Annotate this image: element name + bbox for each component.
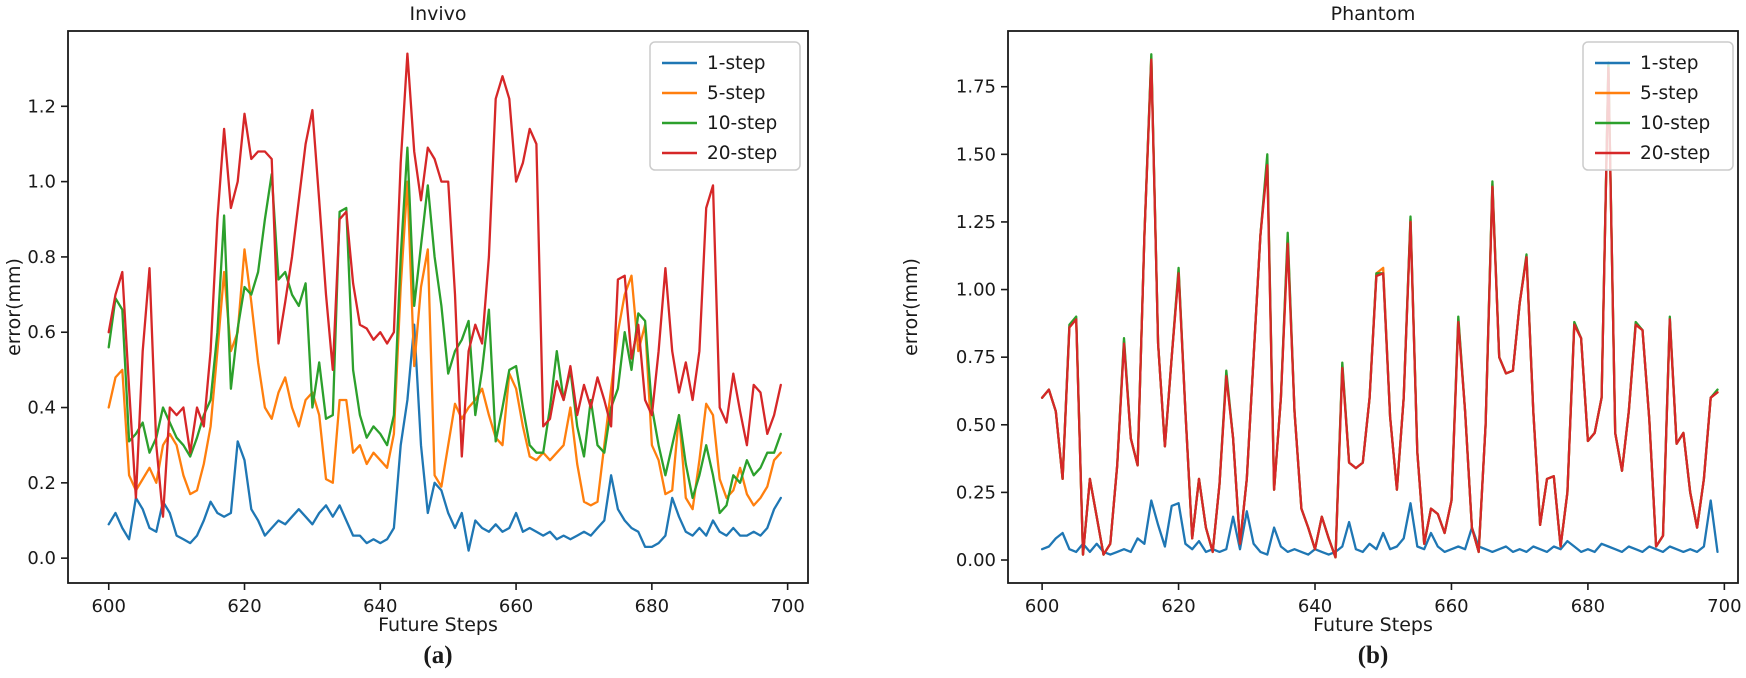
y-tick-label: 0.00 (956, 550, 996, 571)
y-tick-label: 0.8 (27, 247, 56, 268)
y-tick-label: 1.2 (27, 96, 56, 117)
y-tick-label: 0.6 (27, 322, 56, 343)
legend-label-5-step: 5-step (707, 83, 765, 104)
subfigure-caption: (a) (423, 642, 452, 669)
legend-label-10-step: 10-step (707, 113, 777, 134)
phantom-chart: Phantom error(mm) Future Steps (b) 600 62… (900, 3, 1742, 669)
series-line-1-step (107, 323, 782, 552)
y-tick-label: 1.25 (956, 212, 996, 233)
x-tick-label: 700 (1707, 596, 1741, 617)
x-tick-label: 680 (1571, 596, 1605, 617)
subfigure-caption: (b) (1358, 642, 1389, 669)
x-tick-label: 600 (1025, 596, 1059, 617)
y-tick-label: 1.0 (27, 172, 56, 193)
y-tick-label: 0.75 (956, 347, 996, 368)
legend-label-5-step: 5-step (1640, 83, 1698, 104)
x-axis-label: Future Steps (378, 614, 498, 636)
y-tick-label: 0.25 (956, 482, 996, 503)
x-tick-label: 660 (499, 596, 533, 617)
legend-box (649, 41, 801, 171)
x-tick-label: 660 (1434, 596, 1468, 617)
legend-label-1-step: 1-step (707, 53, 765, 74)
plot-border (1007, 30, 1739, 584)
x-tick-label: 600 (92, 596, 126, 617)
series-lines (1040, 53, 1719, 559)
invivo-panel: Invivo error(mm) Future Steps (a) 600 620… (3, 3, 809, 669)
x-tick-label: 680 (635, 596, 669, 617)
invivo-chart: Invivo error(mm) Future Steps (a) 600 620… (3, 3, 809, 669)
y-tick-label: 0.2 (27, 473, 56, 494)
legend: 1-step 5-step 10-step 20-step (1582, 41, 1734, 171)
phantom-panel: Phantom error(mm) Future Steps (b) 600 62… (873, 0, 1746, 678)
y-axis-label: error(mm) (3, 258, 25, 356)
y-tick-label: 0.0 (27, 548, 56, 569)
y-tick-label: 0.4 (27, 398, 56, 419)
legend-label-20-step: 20-step (707, 143, 777, 164)
legend-label-1-step: 1-step (1640, 53, 1698, 74)
x-tick-label: 700 (770, 596, 804, 617)
series-line-10-step (107, 146, 782, 515)
series-line-5-step (107, 180, 782, 511)
y-tick-label: 1.75 (956, 77, 996, 98)
x-axis-label: Future Steps (1313, 614, 1433, 636)
legend-box (1582, 41, 1734, 171)
series-line-1-step (1040, 499, 1719, 556)
plot-area: 600 620 640 660 680 700 0.00 0.25 0.50 0.75 1.00 1.… (956, 30, 1742, 617)
x-tick-label: 620 (227, 596, 261, 617)
y-tick-label: 1.00 (956, 280, 996, 301)
legend: 1-step 5-step 10-step 20-step (649, 41, 801, 171)
series-line-20-step (1040, 58, 1719, 559)
y-tick-label: 0.50 (956, 415, 996, 436)
legend-label-10-step: 10-step (1640, 113, 1710, 134)
chart-title: Phantom (1331, 3, 1416, 25)
y-tick-label: 1.50 (956, 144, 996, 165)
chart-title: Invivo (409, 3, 466, 25)
plot-border (67, 30, 809, 584)
legend-label-20-step: 20-step (1640, 143, 1710, 164)
x-tick-label: 620 (1161, 596, 1195, 617)
x-tick-label: 640 (1298, 596, 1332, 617)
x-tick-label: 640 (363, 596, 397, 617)
y-axis-label: error(mm) (900, 258, 922, 356)
series-lines (107, 52, 782, 552)
series-line-20-step (107, 52, 782, 518)
plot-area: 600 620 640 660 680 700 0.0 0.2 0.4 0.6 0.8 1.0 1.2 1… (27, 30, 809, 617)
